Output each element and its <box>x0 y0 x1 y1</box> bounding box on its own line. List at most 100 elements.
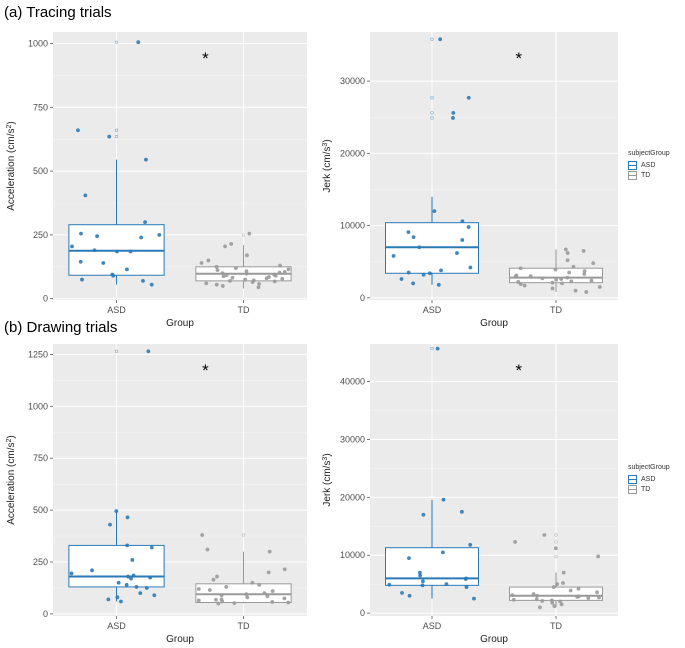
point-td <box>280 276 285 281</box>
point-td <box>538 605 542 610</box>
point-td <box>262 591 267 596</box>
point-asd <box>421 512 426 517</box>
point-td <box>244 271 249 276</box>
point-td <box>273 273 278 278</box>
outlier-asd <box>430 111 434 115</box>
point-td <box>230 275 235 280</box>
point-td <box>205 547 210 552</box>
y-tick-label: 10000 <box>340 550 365 560</box>
point-td <box>250 280 255 285</box>
point-td <box>555 582 559 587</box>
point-td <box>571 264 576 269</box>
point-asd <box>152 593 157 598</box>
significance-star: * <box>515 49 522 68</box>
point-asd <box>125 515 130 520</box>
point-td <box>522 283 527 288</box>
point-td <box>535 593 540 598</box>
point-asd <box>119 599 123 604</box>
point-asd <box>421 272 426 277</box>
y-tick-label: 20000 <box>340 492 365 502</box>
point-td <box>220 271 225 276</box>
point-asd <box>421 579 425 584</box>
point-td <box>586 596 591 600</box>
point-asd <box>143 220 147 225</box>
point-asd <box>407 556 411 561</box>
outlier-td <box>241 233 246 237</box>
y-tick-label: 250 <box>33 230 48 240</box>
point-asd <box>420 583 425 588</box>
outlier-asd <box>430 96 434 100</box>
legend-title: subjectGroup <box>628 464 670 471</box>
point-td <box>207 588 212 592</box>
legend-key-td <box>628 170 637 180</box>
point-asd <box>80 277 84 282</box>
outlier-asd <box>114 128 119 132</box>
point-asd <box>115 595 120 600</box>
point-td <box>582 269 587 274</box>
point-td <box>204 281 209 286</box>
point-asd <box>144 586 149 590</box>
outlier-asd <box>430 116 434 120</box>
y-tick-label: 500 <box>33 166 48 176</box>
legend-subjectgroup-top: subjectGroup ASD TD <box>628 150 670 180</box>
point-td <box>211 577 216 582</box>
point-td <box>199 261 204 265</box>
point-asd <box>411 235 416 240</box>
point-td <box>250 580 255 585</box>
point-asd <box>439 268 443 273</box>
outlier-td <box>554 554 558 558</box>
point-asd <box>131 573 136 578</box>
chart-drawing-jerk: 0 10000 20000 30000 40000 ASD TD Group Jerk (cm/… <box>322 344 618 645</box>
point-td <box>528 274 533 279</box>
chart-tracing-jerk: 0 10000 20000 30000 ASD TD Group Jerk (cm/s3) * <box>322 32 618 329</box>
chart-drawing-acceleration: 0 250 500 750 1000 1250 ASD TD Group Acceleration… <box>6 344 307 645</box>
point-td <box>561 581 565 585</box>
point-asd <box>399 277 404 281</box>
point-asd <box>139 235 144 240</box>
y-tick-label: 0 <box>43 609 48 619</box>
point-asd <box>115 249 119 254</box>
point-td <box>229 241 234 246</box>
point-asd <box>134 585 139 589</box>
point-td <box>286 267 291 272</box>
point-td <box>272 279 277 284</box>
point-asd <box>69 571 74 576</box>
point-td <box>196 598 201 603</box>
x-tick-label-asd: ASD <box>107 621 126 631</box>
legend-entry-td: TD <box>628 170 670 180</box>
point-td <box>206 258 211 263</box>
point-td <box>584 290 589 294</box>
point-td <box>216 601 221 606</box>
y-tick-label: 1250 <box>28 349 48 359</box>
point-asd <box>146 349 151 354</box>
point-asd <box>459 509 464 514</box>
outlier-asd <box>430 37 434 41</box>
legend-key-asd <box>628 474 637 484</box>
point-td <box>214 282 219 287</box>
point-asd <box>106 597 111 602</box>
point-td <box>595 590 599 595</box>
point-td <box>534 597 539 602</box>
point-asd <box>92 248 97 253</box>
x-axis-title: Group <box>480 634 508 645</box>
point-td <box>220 599 225 604</box>
point-td <box>540 276 545 281</box>
x-tick-label-td: TD <box>238 305 250 315</box>
point-asd <box>418 573 423 578</box>
point-asd <box>472 596 476 601</box>
legend-key-asd <box>628 160 637 170</box>
point-asd <box>126 574 131 579</box>
outlier-asd <box>430 347 434 351</box>
y-tick-label: 0 <box>43 294 48 304</box>
point-asd <box>111 273 116 278</box>
point-td <box>516 280 521 284</box>
point-td <box>282 270 287 274</box>
y-tick-label: 0 <box>360 293 365 303</box>
point-td <box>565 251 570 255</box>
point-td <box>581 248 586 253</box>
legend-entry-asd: ASD <box>628 474 670 484</box>
legend-label-asd: ASD <box>641 161 656 169</box>
y-tick-label: 500 <box>33 505 48 515</box>
point-asd <box>83 193 88 198</box>
point-td <box>245 253 249 258</box>
